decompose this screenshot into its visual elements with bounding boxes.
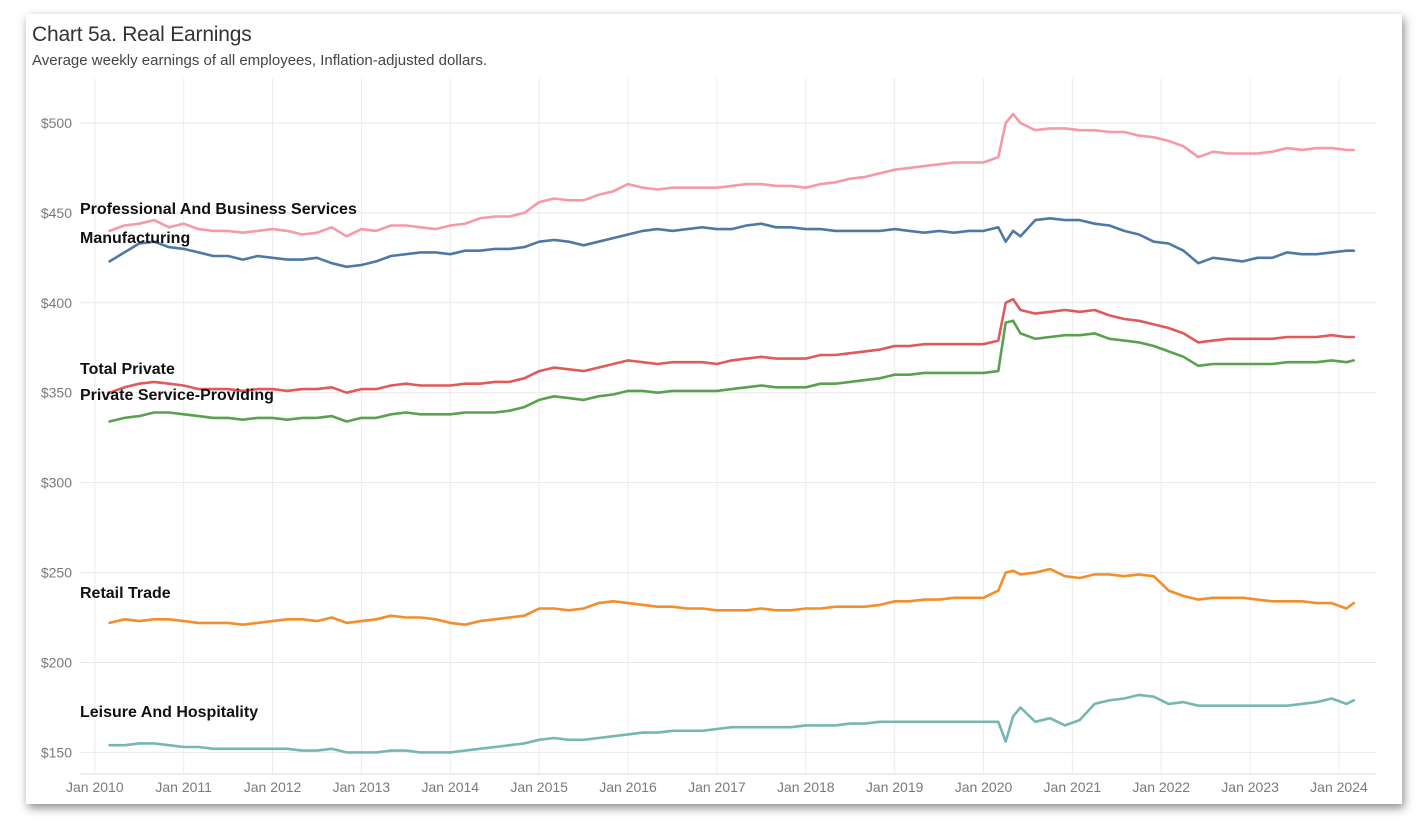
x-tick-label: Jan 2020 (955, 779, 1013, 795)
line-chart: $150 $200 $250 $300 $350 $400 $450 $500 Jan 2010… (41, 78, 1376, 795)
series-label: Total Private (80, 361, 175, 378)
series-line (108, 297, 1356, 394)
x-tick-label: Jan 2014 (421, 779, 479, 795)
x-tick-label: Jan 2015 (510, 779, 568, 795)
y-tick-label: $450 (41, 205, 72, 221)
series-label: Professional And Business Services (80, 201, 357, 218)
y-tick-label: $500 (41, 115, 72, 131)
chart-title: Chart 5a. Real Earnings (32, 23, 252, 46)
x-tick-label: Jan 2023 (1221, 779, 1279, 795)
x-tick-label: Jan 2018 (777, 779, 835, 795)
y-tick-label: $200 (41, 654, 72, 670)
series-line (108, 567, 1356, 626)
series-line (108, 112, 1356, 238)
x-tick-label: Jan 2010 (66, 779, 124, 795)
y-tick-label: $250 (41, 565, 72, 581)
x-tick-label: Jan 2017 (688, 779, 746, 795)
series-line (108, 319, 1356, 423)
series-line (108, 693, 1356, 754)
series-label: Private Service-Providing (80, 387, 274, 404)
series-label: Retail Trade (80, 585, 171, 602)
x-tick-label: Jan 2021 (1044, 779, 1102, 795)
series-label: Manufacturing (80, 230, 190, 247)
x-tick-label: Jan 2019 (866, 779, 924, 795)
x-tick-label: Jan 2012 (244, 779, 302, 795)
x-tick-label: Jan 2016 (599, 779, 657, 795)
x-tick-label: Jan 2024 (1310, 779, 1368, 795)
series-labels: Professional And Business Services Manufa… (80, 201, 357, 721)
series-label: Leisure And Hospitality (80, 704, 258, 721)
x-tick-label: Jan 2011 (155, 779, 212, 795)
x-tick-label: Jan 2013 (333, 779, 391, 795)
y-tick-label: $350 (41, 385, 72, 401)
y-tick-label: $150 (41, 744, 72, 760)
series-line (108, 217, 1356, 269)
x-tick-label: Jan 2022 (1132, 779, 1190, 795)
y-tick-label: $300 (41, 475, 72, 491)
axes: $150 $200 $250 $300 $350 $400 $450 $500 Jan 2010… (41, 115, 1376, 795)
chart-subtitle: Average weekly earnings of all employees… (32, 52, 487, 69)
chart-card: Chart 5a. Real Earnings Average weekly e… (26, 14, 1402, 804)
gridlines (80, 78, 1376, 774)
y-tick-label: $400 (41, 295, 72, 311)
series-lines (108, 112, 1356, 754)
